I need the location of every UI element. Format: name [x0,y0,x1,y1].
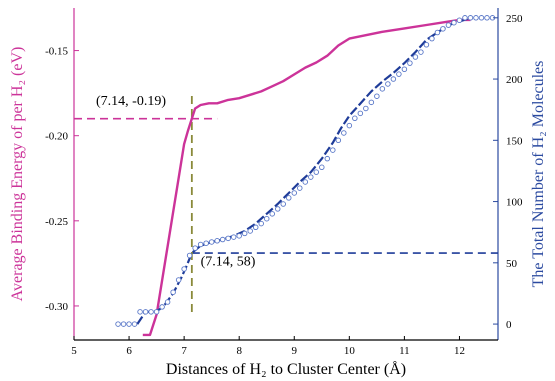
count-point-37 [319,164,325,171]
count-line [136,16,471,325]
x-tick-label-3: 8 [236,345,242,357]
count-point-62 [456,17,463,24]
count-point-13 [186,252,193,259]
count-point-43 [352,115,358,122]
right-tick-label-4: 200 [506,74,523,86]
count-point-57 [429,35,435,42]
count-point-42 [346,122,353,129]
count-point-64 [467,15,474,21]
left-tick-label-2: -0.20 [45,131,68,143]
count-point-52 [401,66,408,73]
count-point-3 [131,321,138,327]
count-point-44 [357,110,364,117]
left-tick-label-3: -0.15 [45,46,68,58]
annotation-energy-point: (7.14, -0.19) [96,94,166,109]
count-point-18 [214,238,220,244]
x-axis-label: Distances of H₂ to Cluster Center (Å) [166,360,406,378]
count-point-2 [126,321,132,327]
count-point-48 [379,86,386,92]
count-point-6 [148,309,154,315]
count-point-36 [313,169,320,175]
count-point-47 [374,93,380,99]
count-point-1 [120,321,127,327]
count-point-5 [142,309,149,315]
count-point-28 [269,211,275,217]
count-point-59 [440,26,446,32]
count-point-54 [412,54,419,60]
energy-line [142,18,471,337]
count-point-19 [219,236,226,243]
count-point-15 [197,241,204,248]
count-point-12 [181,266,187,272]
count-point-7 [153,309,160,315]
count-point-39 [330,147,336,153]
count-point-17 [208,239,215,245]
count-point-35 [308,174,314,180]
count-point-55 [418,49,424,55]
series-layer [115,15,496,337]
count-point-53 [407,60,413,66]
count-point-9 [164,299,171,305]
x-tick-label-0: 5 [71,345,77,357]
annotation-count-point: (7.14, 58) [201,254,256,269]
count-point-25 [252,224,259,231]
count-point-56 [423,42,430,48]
count-point-20 [225,235,231,242]
count-point-14 [192,245,198,251]
count-point-50 [390,76,397,82]
count-point-33 [297,185,303,191]
count-point-41 [341,130,347,136]
count-point-40 [335,137,342,144]
count-point-11 [175,277,182,283]
right-tick-label-0: 0 [506,319,512,331]
x-tick-label-4: 9 [292,345,298,357]
count-point-27 [263,215,270,222]
count-point-45 [363,105,369,112]
count-point-30 [280,201,286,207]
right-tick-label-3: 150 [506,135,523,147]
count-point-29 [274,206,281,212]
count-point-24 [247,228,253,234]
count-point-32 [291,190,298,196]
count-point-0 [115,321,121,327]
right-tick-label-2: 100 [506,197,523,209]
left-tick-label-0: -0.30 [45,301,68,313]
count-point-22 [236,233,242,239]
x-tick-label-5: 10 [344,345,356,357]
count-point-63 [462,15,468,21]
left-tick-label-1: -0.25 [45,216,68,228]
count-point-8 [159,304,165,310]
count-point-60 [445,22,452,28]
count-point-58 [434,29,441,36]
count-point-46 [368,99,375,106]
count-point-4 [137,309,143,315]
count-point-34 [302,179,309,185]
count-point-67 [484,15,490,21]
reference-lines [74,96,498,312]
count-point-65 [473,15,479,21]
right-tick-label-5: 250 [506,13,523,25]
count-point-23 [241,230,248,237]
count-point-10 [170,289,176,295]
x-tick-label-1: 6 [126,345,132,357]
ticks-layer: 5 6 7 8 9 10 11 12 -0.30 -0.25 -0.20 -0.15 0 50 100 150… [45,13,523,357]
count-point-16 [203,240,209,246]
x-tick-label-6: 11 [399,345,410,357]
count-point-38 [324,155,331,162]
x-tick-label-2: 7 [181,345,187,357]
count-point-21 [230,234,237,240]
count-point-49 [385,81,391,87]
x-tick-label-7: 12 [454,345,465,357]
count-point-26 [258,220,264,227]
count-point-51 [396,71,402,77]
count-point-66 [478,15,485,21]
count-point-31 [286,195,292,201]
count-point-61 [451,19,457,26]
right-axis-label: The Total Number of H₂ Molecules [530,61,547,288]
left-axis-label: Average Binding Energy of per H₂ (eV) [9,47,26,302]
right-tick-label-1: 50 [506,258,518,270]
